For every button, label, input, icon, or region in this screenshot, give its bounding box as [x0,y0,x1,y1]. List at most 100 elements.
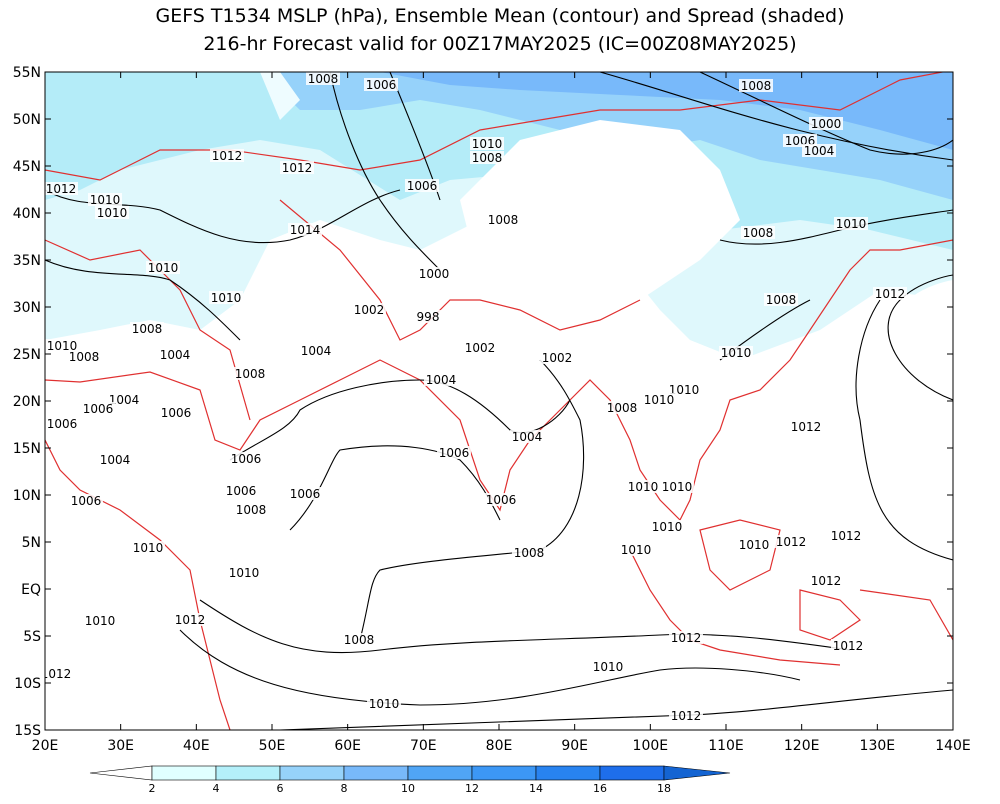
contour-label: 1012 [212,149,243,163]
contour-label: 1008 [514,546,545,560]
title: GEFS T1534 MSLP (hPa), Ensemble Mean (co… [155,5,844,27]
contour-label: 1010 [97,206,128,220]
x-tick-label: 130E [860,738,896,754]
contour-label-bg [367,697,401,710]
x-tick-label: 50E [259,738,286,754]
contour-label: 1012 [831,529,862,543]
contour-label: 1006 [439,446,470,460]
contour-label: 1010 [229,566,260,580]
contour-label-bg [642,393,676,406]
y-tick-label: 45N [13,159,41,175]
colorbar-tick-label: 6 [277,782,284,795]
y-tick-label: 5N [22,535,41,551]
contour-label: 1006 [47,417,78,431]
contour-label: 1002 [354,303,385,317]
contour-label-bg [98,453,132,466]
contour-label: 1012 [776,535,807,549]
colorbar-segment [407,765,473,781]
contour-label-bg [741,226,775,239]
contour-label-bg [342,633,376,646]
contour-label: 1010 [593,660,624,674]
contour-label-bg [719,346,753,359]
colorbar-segment [279,765,345,781]
contour-label-bg [364,78,398,91]
contour-label-bg [131,541,165,554]
contour-label: 1012 [671,631,702,645]
y-tick-label: 30N [13,300,41,316]
contour-label: 1010 [662,480,693,494]
contour-label-bg [774,535,808,548]
contour-label-bg [510,430,544,443]
contour-label: 1012 [282,161,313,175]
contour-label: 1000 [419,267,450,281]
contour-label: 1010 [628,480,659,494]
contour-label: 1006 [226,484,257,498]
contour-label-bg [737,538,771,551]
contour-label: 1010 [211,291,242,305]
x-tick-label: 70E [410,738,437,754]
colorbar-tick-label: 4 [213,782,220,795]
contour-label: 1008 [344,633,375,647]
contour-label-bg [107,393,141,406]
contour-label-bg [411,310,445,323]
contour-label: 1004 [512,430,543,444]
contour-label-bg [234,503,268,516]
contour-label: 1010 [47,339,78,353]
contour-label-bg [83,614,117,627]
y-tick-label: 40N [13,206,41,222]
colorbar-segment [599,765,665,781]
x-tick-label: 30E [107,738,134,754]
contour-label-bg [470,137,504,150]
contour-label-bg [88,193,122,206]
contour-label: 1006 [231,452,262,466]
contour-label: 1010 [739,538,770,552]
contour-label: 1006 [161,406,192,420]
y-tick-label: EQ [21,582,41,598]
contour-label: 1006 [290,487,321,501]
colorbar-tick-label: 16 [593,782,607,795]
contour-label: 1012 [46,182,77,196]
contour-label-bg [802,144,836,157]
contour-label: 1012 [875,287,906,301]
y-tick-label: 50N [13,112,41,128]
contour-label: 1010 [669,383,700,397]
x-tick-label: 100E [633,738,669,754]
contour-label-bg [227,566,261,579]
contour-label-bg [224,484,258,497]
contour-label-bg [45,339,79,352]
contour-label-bg [667,383,701,396]
contour-label-bg [229,452,263,465]
coastlines [45,72,953,730]
contour-label: 1010 [472,137,503,151]
contour-label-bg [739,79,773,92]
contour-label-bg [424,373,458,386]
y-tick-label: 15N [13,441,41,457]
contour-label: 1008 [488,213,519,227]
contour-label-bg [486,213,520,226]
contour-label-bg [45,417,79,430]
colorbar-segment [535,765,601,781]
contour-label-bg [470,151,504,164]
contour-label: 1000 [811,117,842,131]
y-tick-label: 10S [14,676,41,692]
contour-label-bg [130,322,164,335]
contour-label: 1004 [100,453,131,467]
contour-label-bg [210,149,244,162]
contour-label: 1012 [833,639,864,653]
contour-label-bg [159,406,193,419]
contour-label: 1008 [236,503,267,517]
contour-label-bg [650,520,684,533]
contour-label: 1004 [109,393,140,407]
contour-label: 1004 [301,344,332,358]
contour-label-bg [540,351,574,364]
contour-label: 1014 [290,223,321,237]
y-tick-label: 55N [13,65,41,81]
contour-label-bg [299,344,333,357]
contour-label: 1010 [148,261,179,275]
x-tick-label: 140E [935,738,971,754]
contour-label-bg [437,446,471,459]
contour-label-bg [81,402,115,415]
contour-label-bg [605,401,639,414]
contour-label: 1008 [235,367,266,381]
